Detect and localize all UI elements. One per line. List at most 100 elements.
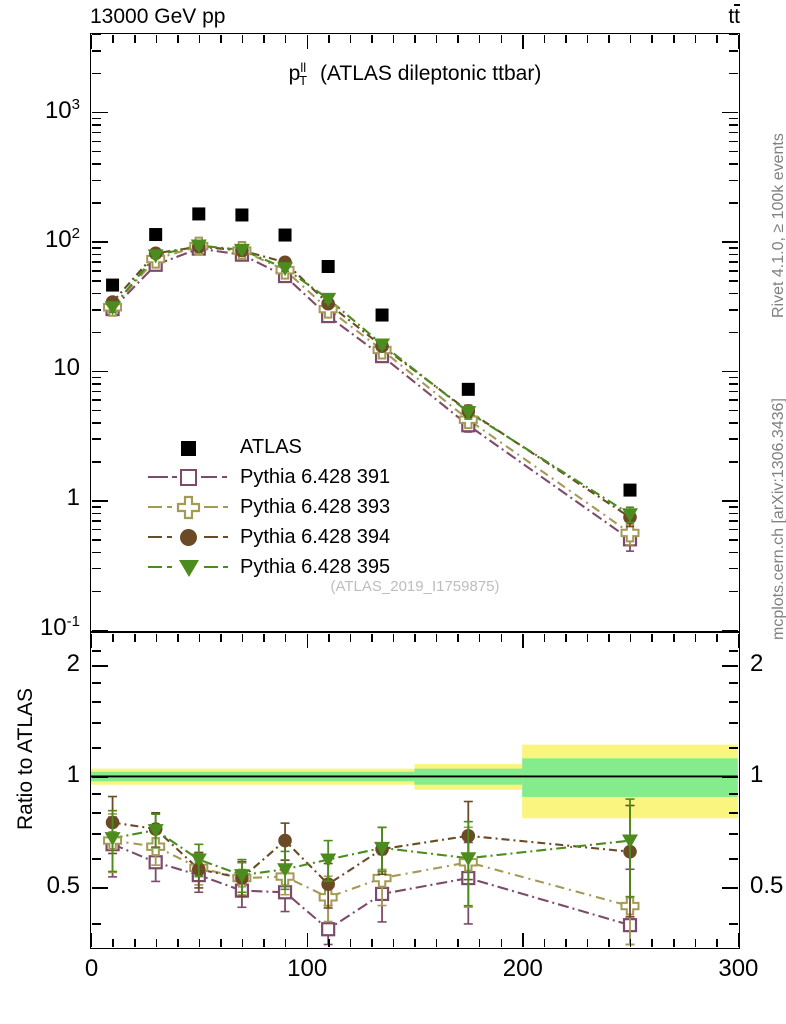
axis-tick [565,633,567,642]
axis-tick [478,633,481,642]
axis-tick [91,665,108,667]
beam-energy-label: 13000 GeV pp [90,5,226,28]
legend: ATLAS Pythia 6.428 391 Pythia [148,432,390,582]
title-subscript: T [299,73,308,89]
axis-tick [729,202,739,204]
axis-tick [737,933,740,948]
axis-tick [91,422,101,424]
ratio-y-tick-label-right: 2 [750,650,764,678]
axis-tick [729,793,739,795]
axis-tick [90,34,93,49]
axis-tick [91,280,101,282]
axis-tick [729,461,739,463]
axis-tick [91,539,101,541]
axis-tick [729,292,739,295]
y-tick-label: 102 [44,225,80,253]
axis-tick [729,722,739,724]
axis-tick [414,633,416,642]
axis-tick [435,633,438,642]
axis-tick [177,633,179,642]
x-tick-label: 100 [287,955,328,982]
main-plot-frame [90,33,740,632]
axis-tick [729,567,739,570]
axis-tick [91,682,101,684]
axis-tick [177,939,179,948]
axis-tick [673,34,675,43]
axis-tick [729,131,739,134]
axis-tick [91,520,101,522]
axis-tick [112,633,114,642]
axis-tick [91,241,108,243]
analysis-id-watermark: (ATLAS_2019_I1759875) [330,578,500,595]
axis-tick [220,939,222,948]
axis-tick [284,633,287,642]
axis-tick [91,590,101,593]
legend-label: Pythia 6.428 394 [240,525,391,548]
axis-tick [716,939,718,948]
axis-tick [722,665,739,667]
axis-tick [729,747,739,749]
legend-item[interactable]: Pythia 6.428 394 [148,522,390,552]
axis-tick [198,34,201,43]
axis-tick [91,150,101,153]
axis-tick [729,390,739,393]
ratio-y-tick-label: 2 [66,650,80,678]
axis-tick [729,438,739,440]
axis-tick [586,34,589,43]
axis-tick [737,633,740,648]
legend-item[interactable]: Pythia 6.428 393 [148,492,390,522]
axis-tick [349,633,352,642]
axis-tick [241,939,244,948]
axis-tick [457,939,459,948]
axis-tick [91,270,101,272]
legend-item[interactable]: Pythia 6.428 391 [148,462,390,492]
ratio-plot-frame [90,632,740,949]
axis-tick [722,887,739,889]
axis-tick [392,633,395,642]
axis-tick [91,858,101,860]
axis-tick [500,939,503,948]
ratio-y-tick-label-right: 1 [750,761,764,789]
axis-tick [729,528,739,531]
axis-tick [608,939,610,948]
axis-tick [729,422,739,424]
axis-tick [729,72,739,75]
axis-tick [198,939,201,948]
axis-tick [91,409,101,412]
axis-tick [112,939,114,948]
axis-tick [349,34,352,43]
legend-label: Pythia 6.428 391 [240,465,391,488]
axis-tick [91,253,101,256]
axis-tick [91,701,101,703]
axis-tick [729,117,739,120]
axis-tick [91,117,101,120]
axis-tick [134,633,136,642]
axis-tick [729,33,739,36]
ratio-y-tick-label-right: 0.5 [750,872,784,899]
axis-tick [91,500,108,502]
axis-tick [241,633,244,642]
axis-tick [457,34,459,43]
axis-tick [651,34,653,43]
axis-tick [729,812,739,814]
axis-tick [91,438,101,440]
axis-tick [91,461,101,463]
axis-tick [91,722,101,724]
axis-tick [91,506,101,508]
title-base: p [288,62,301,85]
axis-tick [500,633,503,642]
axis-tick [91,72,101,75]
axis-tick [722,629,739,632]
axis-tick [134,34,136,43]
x-tick-label: 300 [718,955,759,982]
axis-tick [729,923,739,925]
axis-tick [306,633,308,648]
axis-tick [91,131,101,134]
legend-item[interactable]: ATLAS [148,432,390,462]
axis-tick [328,34,330,43]
axis-tick [155,939,158,948]
legend-item[interactable]: Pythia 6.428 395 [148,552,390,582]
axis-tick [284,939,287,948]
